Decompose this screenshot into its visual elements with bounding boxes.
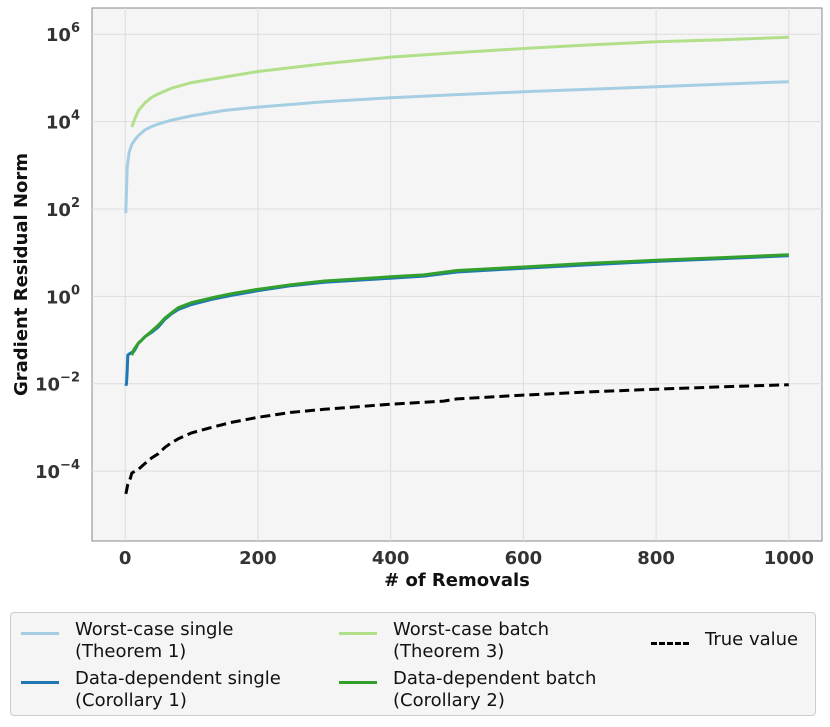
- legend-item-worst-case-single: Worst-case single (Theorem 1): [21, 619, 233, 663]
- legend-sublabel-data-dependent-single: (Corollary 1): [75, 690, 187, 711]
- legend-swatch-data-dependent-batch: [339, 681, 377, 684]
- legend-sublabel-worst-case-batch: (Theorem 3): [393, 641, 505, 662]
- y-tick-label: 10−2: [35, 371, 80, 396]
- series-line-0: [124, 80, 789, 214]
- series-group: [124, 35, 789, 495]
- x-tick-label: 800: [637, 548, 675, 569]
- series-line-4: [124, 383, 789, 495]
- legend-label-data-dependent-single: Data-dependent single: [75, 668, 281, 689]
- y-tick-label: 102: [46, 196, 80, 221]
- legend-sublabel-data-dependent-batch: (Corollary 2): [393, 690, 505, 711]
- y-tick-label: 106: [46, 21, 80, 46]
- legend-label-data-dependent-batch: Data-dependent batch: [393, 668, 597, 689]
- legend-sublabel-worst-case-single: (Theorem 1): [75, 641, 187, 662]
- y-tick-labels: 106 104 102 100 10−2 10−4: [35, 21, 80, 483]
- y-axis-label: Gradient Residual Norm: [11, 153, 32, 396]
- series-line-3: [130, 253, 789, 356]
- legend-item-data-dependent-single: Data-dependent single (Corollary 1): [21, 668, 281, 712]
- y-tick-label: 100: [46, 283, 80, 308]
- x-tick-label: 1000: [764, 548, 814, 569]
- y-tick-label: 10−4: [35, 458, 80, 483]
- legend-swatch-data-dependent-single: [21, 681, 59, 684]
- x-tick-label: 200: [239, 548, 277, 569]
- legend: Worst-case single (Theorem 1) Data-depen…: [10, 612, 816, 716]
- x-tick-label: 600: [505, 548, 543, 569]
- x-tick-labels: 0 200 400 600 800 1000: [119, 548, 814, 569]
- legend-label-worst-case-batch: Worst-case batch: [393, 619, 550, 640]
- x-axis-label: # of Removals: [384, 570, 530, 591]
- series-line-1: [130, 35, 789, 128]
- x-tick-label: 0: [119, 548, 132, 569]
- legend-item-true-value: True value: [651, 629, 798, 651]
- x-tick-label: 400: [372, 548, 410, 569]
- legend-item-worst-case-batch: Worst-case batch (Theorem 3): [339, 619, 549, 663]
- legend-item-data-dependent-batch: Data-dependent batch (Corollary 2): [339, 668, 596, 712]
- legend-label-true-value: True value: [705, 629, 799, 650]
- y-tick-label: 104: [46, 109, 80, 134]
- legend-label-worst-case-single: Worst-case single: [75, 619, 234, 640]
- legend-swatch-worst-case-batch: [339, 632, 377, 635]
- legend-swatch-worst-case-single: [21, 632, 59, 635]
- plot-area: [91, 7, 823, 542]
- chart-canvas: 0 200 400 600 800 1000 106 104 102 100 10−2 10−4 #…: [11, 7, 823, 591]
- legend-swatch-true-value: [651, 642, 689, 645]
